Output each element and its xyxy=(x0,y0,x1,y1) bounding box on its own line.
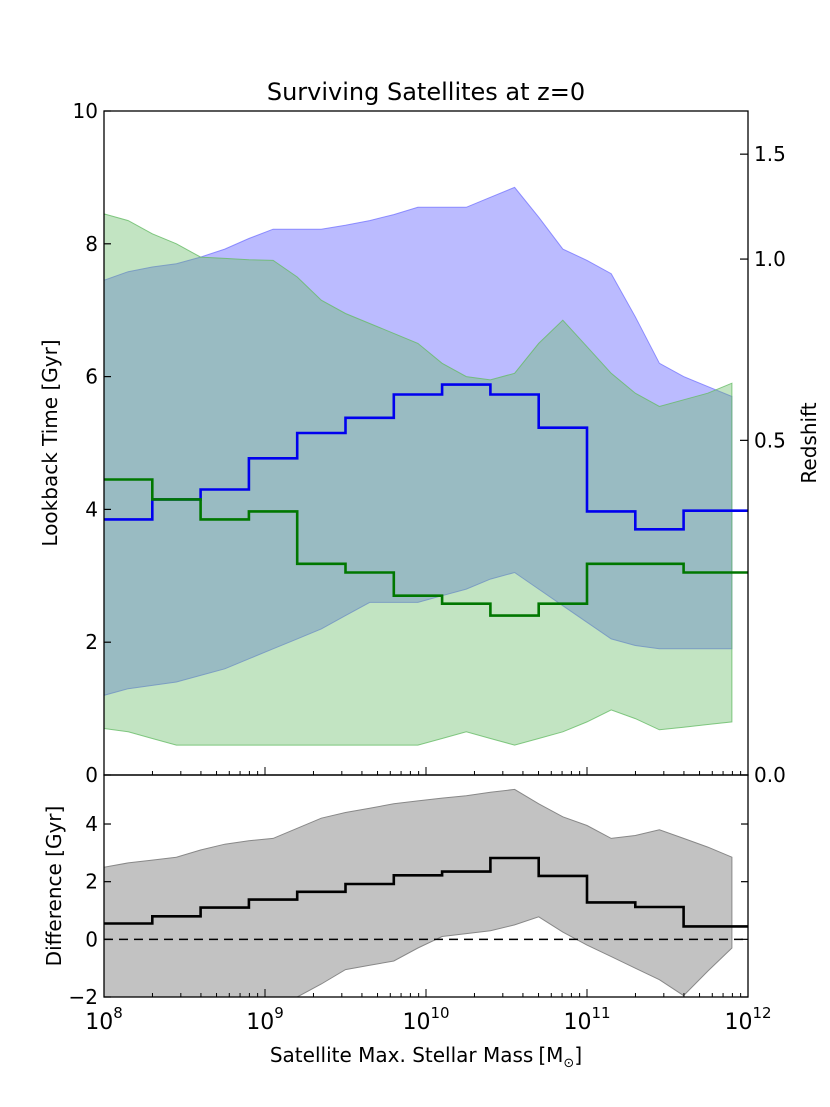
x-tick-label: 109 xyxy=(246,1004,284,1035)
x-tick-exponent: 8 xyxy=(113,1004,123,1022)
top-bands xyxy=(104,186,733,746)
x-axis-label-text: Satellite Max. Stellar Mass xyxy=(270,1043,533,1067)
top-right-ticks: 0.0 0.5 1.0 1.5 xyxy=(740,142,786,787)
y-tick-label: 2 xyxy=(85,630,98,654)
x-tick-base: 10 xyxy=(246,1010,274,1035)
bottom-series xyxy=(104,856,748,928)
redshift-tick-label: 0.0 xyxy=(754,763,786,787)
x-axis-unit: M xyxy=(546,1043,563,1067)
chart-title: Surviving Satellites at z=0 xyxy=(267,78,585,106)
step-line-difference xyxy=(104,856,748,928)
y-tick-label: 4 xyxy=(85,812,98,836)
y-tick-label: 6 xyxy=(85,365,98,389)
x-tick-exponent: 9 xyxy=(274,1004,284,1022)
x-tick-base: 10 xyxy=(402,1010,430,1035)
y-tick-label: 8 xyxy=(85,232,98,256)
x-axis-unit-sub: ⊙ xyxy=(563,1056,574,1071)
y-tick-label: 10 xyxy=(73,99,98,123)
x-tick-exponent: 12 xyxy=(752,1004,771,1022)
redshift-tick-label: 0.5 xyxy=(754,428,786,452)
right-y-axis-label: Redshift xyxy=(797,402,821,483)
x-tick-base: 10 xyxy=(563,1010,591,1035)
y-tick-label: 2 xyxy=(85,870,98,894)
y-tick-label: −2 xyxy=(69,985,98,1009)
top-y-axis-label: Lookback Time [Gyr] xyxy=(38,339,62,546)
x-axis-label: Satellite Max. Stellar Mass [M⊙] xyxy=(270,1043,582,1071)
x-tick-exponent: 11 xyxy=(591,1004,610,1022)
bottom-y-ticks: −2 0 2 4 xyxy=(69,812,748,1009)
step-line-blue xyxy=(104,383,748,531)
top-panel: 0 2 4 6 8 10 0.0 0.5 1.0 1.5 Surviving Satellite… xyxy=(38,78,821,787)
redshift-tick-label: 1.5 xyxy=(754,142,786,166)
x-axis-label-bracket-open: [ xyxy=(538,1043,546,1067)
x-tick-label: 108 xyxy=(85,1004,123,1035)
x-tick-base: 10 xyxy=(724,1010,752,1035)
top-series xyxy=(104,383,748,617)
y-tick-label: 0 xyxy=(85,763,98,787)
x-axis-label-bracket-close: ] xyxy=(574,1043,582,1067)
bottom-x-ticks: 108 109 1010 1011 1012 xyxy=(85,989,772,1035)
top-y-ticks: 0 2 4 6 8 10 xyxy=(73,99,111,787)
bottom-y-axis-label: Difference [Gyr] xyxy=(42,806,66,967)
step-line-green xyxy=(104,478,748,617)
x-tick-label: 1010 xyxy=(402,1004,449,1035)
y-tick-label: 4 xyxy=(85,497,98,521)
x-tick-label: 1011 xyxy=(563,1004,610,1035)
x-tick-exponent: 10 xyxy=(430,1004,449,1022)
band-gray xyxy=(104,788,733,997)
redshift-tick-label: 1.0 xyxy=(754,247,786,271)
x-tick-base: 10 xyxy=(85,1010,113,1035)
x-tick-label: 1012 xyxy=(724,1004,771,1035)
y-tick-label: 0 xyxy=(85,927,98,951)
band-green xyxy=(104,213,733,746)
top-x-ticks xyxy=(103,767,742,775)
bottom-band xyxy=(104,788,733,997)
